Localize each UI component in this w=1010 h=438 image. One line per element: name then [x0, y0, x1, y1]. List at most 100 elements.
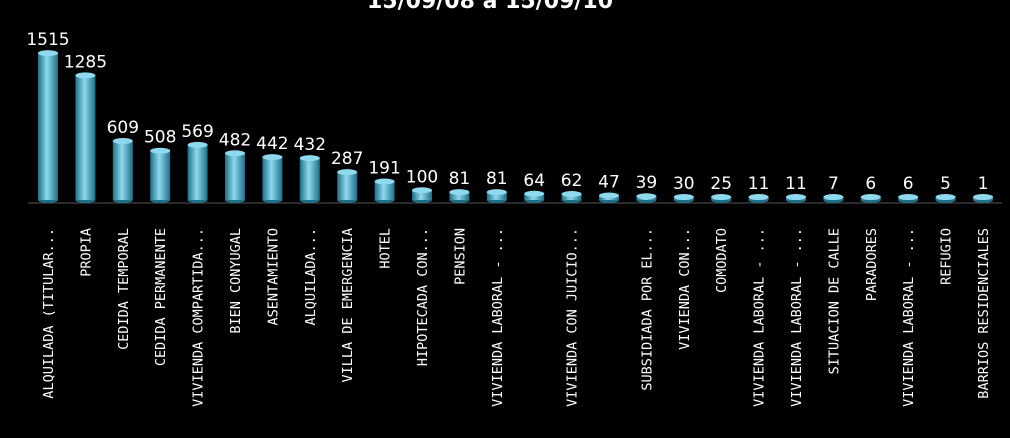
bar-body	[412, 190, 432, 200]
bar	[449, 189, 470, 203]
value-label: 11	[785, 174, 807, 194]
category-label: BIEN CONYUGAL	[228, 228, 244, 334]
value-label: 30	[673, 174, 695, 194]
bar-top	[673, 194, 694, 200]
bar-body	[150, 150, 171, 200]
value-label: 81	[486, 169, 508, 189]
value-label: 11	[748, 174, 770, 194]
category-label: PARADORES	[864, 228, 880, 301]
bar-top	[524, 190, 545, 197]
chart-title: 15/09/08 a 15/09/10	[367, 0, 613, 14]
bar-top	[262, 154, 283, 161]
bar-top	[337, 169, 358, 176]
category-label: HOTEL	[378, 228, 394, 269]
value-label: 47	[598, 172, 620, 192]
bar-body	[449, 192, 470, 200]
category-label: VIVIENDA CON JUICIO...	[565, 228, 581, 407]
category-label: CEDIDA TEMPORAL	[116, 228, 132, 350]
bar-body	[337, 172, 358, 200]
category-label: ALQUILADA...	[303, 228, 319, 326]
bar	[374, 178, 395, 203]
bar	[860, 194, 881, 203]
bar-body	[38, 53, 58, 200]
value-label: 6	[903, 174, 914, 194]
category-label: VIVIENDA LABORAL - ...	[490, 228, 506, 407]
bar	[898, 194, 919, 203]
value-label: 287	[331, 149, 363, 169]
category-label: ALQUILADA (TITULAR...	[41, 228, 57, 399]
bar-top	[860, 194, 881, 200]
bar	[225, 150, 245, 203]
value-label: 39	[636, 173, 658, 193]
bar	[973, 194, 993, 203]
value-label: 508	[144, 128, 176, 148]
bar	[337, 169, 358, 203]
category-label: VIVIENDA LABORAL - ...	[901, 228, 917, 407]
category-label: BARRIOS RESIDENCIALES	[976, 228, 992, 399]
category-label: PENSION	[452, 228, 468, 285]
bar	[150, 147, 171, 203]
value-label: 64	[523, 171, 545, 191]
bar	[935, 194, 956, 203]
category-label: REFUGIO	[939, 228, 955, 285]
value-label: 191	[368, 158, 400, 178]
bar-top	[711, 194, 732, 200]
bar-top	[412, 187, 432, 194]
bar-top	[935, 194, 956, 200]
bar	[412, 187, 432, 203]
bar-top	[299, 155, 320, 162]
value-label: 569	[181, 122, 213, 142]
category-label: VIVIENDA COMPARTIDA...	[191, 228, 207, 407]
value-label: 609	[107, 118, 139, 138]
bar	[38, 50, 58, 203]
value-label: 5	[940, 174, 951, 194]
bar-top	[823, 194, 844, 200]
category-label: COMODATO	[714, 228, 730, 293]
bar	[786, 194, 806, 203]
value-label: 442	[256, 134, 288, 154]
bar-body	[187, 144, 208, 200]
bar-top	[561, 190, 582, 197]
category-label: ASENTAMIENTO	[265, 228, 281, 326]
bar-body	[262, 157, 283, 200]
bar-top	[748, 194, 769, 200]
bar-top	[187, 141, 208, 148]
bar-body	[486, 192, 507, 200]
bar-top	[225, 150, 245, 157]
bar-body	[524, 193, 545, 200]
bar	[561, 190, 582, 203]
category-label: PROPIA	[78, 228, 94, 277]
value-label: 81	[449, 169, 471, 189]
value-label: 7	[828, 174, 839, 194]
bar-top	[786, 194, 806, 200]
bar	[711, 194, 732, 203]
bar-top	[112, 137, 133, 144]
bar	[187, 141, 208, 203]
bar-body	[225, 153, 245, 200]
bar	[112, 137, 133, 203]
bar-top	[973, 194, 993, 200]
bar-body	[75, 75, 96, 200]
bar-top	[599, 192, 619, 199]
bar	[486, 189, 507, 203]
value-label: 1285	[64, 52, 107, 72]
bar-top	[75, 72, 96, 79]
category-label: CEDIDA PERMANENTE	[153, 228, 169, 366]
category-label: SITUACION DE CALLE	[826, 228, 842, 374]
bar	[75, 72, 96, 203]
value-label: 6	[865, 174, 876, 194]
category-label: VIVIENDA CON...	[677, 228, 693, 350]
value-label: 25	[710, 174, 732, 194]
category-label: VIVIENDA LABORAL - ...	[752, 228, 768, 407]
bar-top	[898, 194, 919, 200]
value-label: 432	[294, 135, 326, 155]
bar-top	[636, 193, 657, 200]
bar	[636, 193, 657, 203]
value-label: 1	[978, 174, 989, 194]
bar-top	[486, 189, 507, 196]
category-label: VILLA DE EMERGENCIA	[340, 228, 356, 382]
bar	[673, 194, 694, 203]
bar-top	[38, 50, 58, 57]
category-label: VIVIENDA LABORAL - ...	[789, 228, 805, 407]
